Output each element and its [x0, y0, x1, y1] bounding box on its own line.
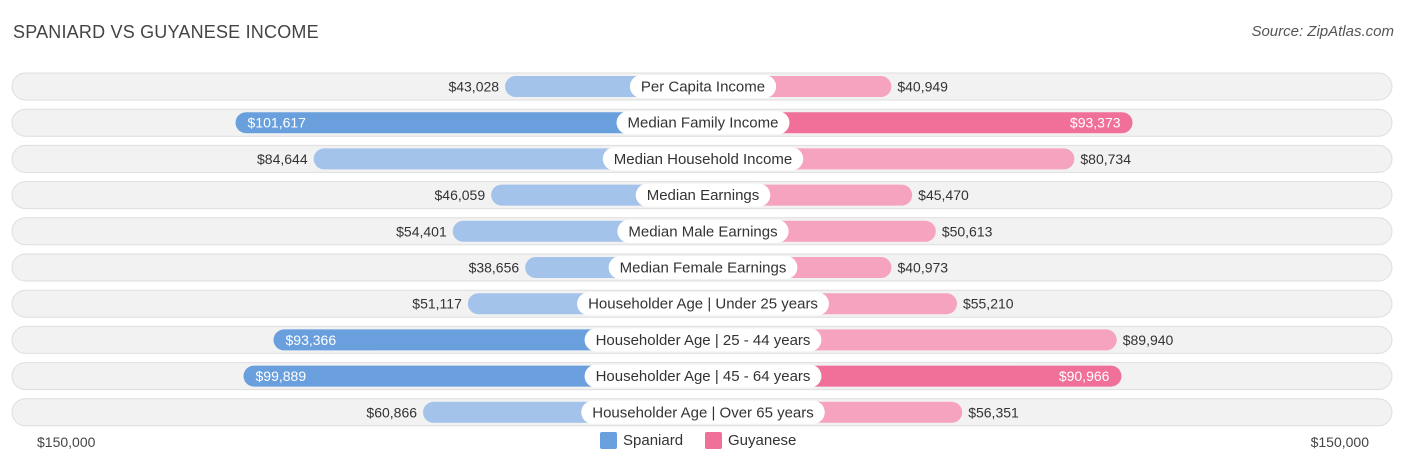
category-label: Householder Age | 25 - 44 years [596, 332, 811, 349]
spaniard-value-label: $60,866 [366, 404, 417, 420]
guyanese-value-label: $90,966 [1059, 368, 1110, 384]
category-pill [577, 292, 829, 316]
legend-label-guyanese: Guyanese [728, 432, 797, 449]
category-pill [629, 75, 777, 98]
spaniard-value-label: $38,656 [469, 260, 520, 276]
spaniard-value-label: $99,889 [256, 368, 307, 384]
category-pill [617, 219, 789, 243]
axis-max-label: $150,000 [1310, 434, 1369, 450]
category-label: Householder Age | Under 25 years [588, 296, 818, 313]
spaniard-value-label: $54,401 [396, 223, 447, 239]
source-label: Source: ZipAtlas.com [1251, 23, 1394, 40]
chart-title: SPANIARD VS GUYANESE INCOME [13, 22, 319, 42]
category-pill [581, 400, 825, 424]
category-label: Householder Age | 45 - 64 years [596, 368, 811, 385]
guyanese-value-label: $55,210 [963, 296, 1014, 312]
legend-item-spaniard[interactable]: Spaniard [600, 432, 683, 449]
category-label: Per Capita Income [641, 79, 765, 96]
guyanese-value-label: $50,613 [942, 223, 993, 239]
spaniard-bar [235, 112, 703, 134]
spaniard-value-label: $93,366 [286, 332, 337, 348]
category-label: Median Earnings [647, 187, 760, 204]
category-label: Median Female Earnings [620, 260, 787, 277]
legend-item-guyanese[interactable]: Guyanese [705, 432, 796, 449]
spaniard-value-label: $43,028 [448, 79, 499, 95]
guyanese-value-label: $93,373 [1070, 115, 1121, 131]
spaniard-value-label: $101,617 [248, 115, 307, 131]
guyanese-value-label: $56,351 [968, 404, 1019, 420]
guyanese-value-label: $40,973 [897, 260, 948, 276]
category-label: Householder Age | Over 65 years [592, 404, 814, 421]
category-pill [584, 364, 822, 388]
spaniard-value-label: $46,059 [435, 187, 486, 203]
legend-label-spaniard: Spaniard [623, 432, 684, 449]
category-pill [608, 256, 798, 279]
guyanese-value-label: $40,949 [897, 79, 948, 95]
spaniard-value-label: $51,117 [412, 296, 462, 312]
category-pill [602, 147, 804, 171]
category-label: Median Household Income [614, 151, 792, 168]
guyanese-value-label: $45,470 [918, 187, 969, 203]
guyanese-value-label: $80,734 [1080, 151, 1131, 167]
category-pill [616, 111, 790, 135]
legend: Spaniard Guyanese [0, 432, 1406, 454]
category-pill [584, 328, 822, 352]
guyanese-bar [703, 112, 1133, 134]
axis-min-label: $150,000 [37, 434, 96, 450]
guyanese-swatch [705, 432, 722, 449]
category-pill [635, 183, 771, 207]
spaniard-swatch [600, 432, 617, 449]
spaniard-value-label: $84,644 [257, 151, 308, 167]
category-label: Median Family Income [628, 115, 779, 132]
guyanese-value-label: $89,940 [1123, 332, 1174, 348]
category-label: Median Male Earnings [628, 223, 777, 240]
